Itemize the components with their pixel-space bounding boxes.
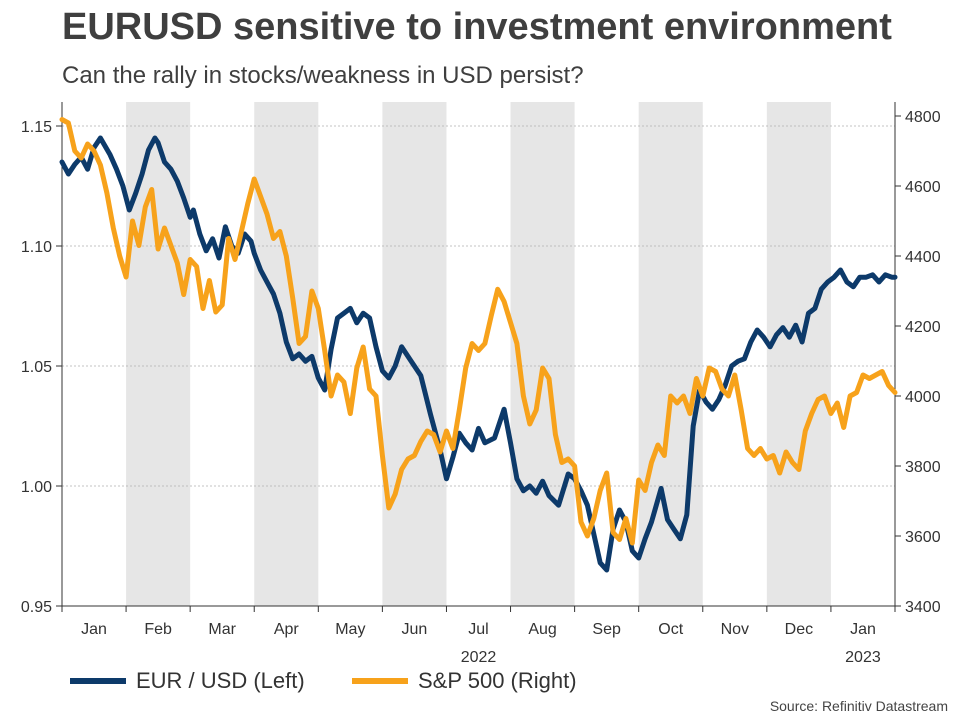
left-tick-label: 1.00 [21, 479, 52, 496]
x-tick-label: Jan [81, 621, 107, 638]
left-tick-label: 1.15 [21, 119, 52, 136]
chart-subtitle: Can the rally in stocks/weakness in USD … [62, 62, 584, 89]
x-tick-label: Nov [721, 621, 749, 638]
source-note: Source: Refinitiv Datastream [769, 698, 948, 714]
month-band-5 [382, 102, 447, 606]
x-tick-label: Oct [658, 621, 683, 638]
chart-title: EURUSD sensitive to investment environme… [62, 6, 892, 48]
x-tick-label: Dec [785, 621, 813, 638]
legend-swatch-sp500 [352, 678, 408, 684]
right-tick-label: 4800 [905, 109, 941, 126]
left-axis-ticks: 0.95 1.00 1.05 1.10 1.15 [21, 119, 62, 616]
right-tick-label: 3800 [905, 459, 941, 476]
x-tick-label: Apr [274, 621, 300, 638]
series-lines [59, 117, 898, 573]
month-band-1 [126, 102, 191, 606]
legend-label-sp500: S&P 500 (Right) [418, 668, 577, 693]
shaded-month-bands [126, 102, 831, 606]
x-tick-label: Jun [402, 621, 428, 638]
right-axis-ticks: 3400 3600 3800 4000 4200 4400 4600 4800 [895, 109, 941, 616]
eurusd-line [59, 135, 898, 573]
right-tick-label: 4000 [905, 389, 941, 406]
x-tick-label: Jan [850, 621, 876, 638]
x-axis-ticks: Jan Feb Mar Apr May Jun Jul Aug Sep Oct Nov Dec Jan 2… [61, 606, 896, 666]
month-band-3 [254, 102, 319, 606]
legend-swatch-eurusd [70, 678, 126, 684]
right-tick-label: 4200 [905, 319, 941, 336]
legend-item-eurusd: EUR / USD (Left) [70, 668, 305, 694]
year-label: 2022 [461, 649, 497, 666]
legend-item-sp500: S&P 500 (Right) [352, 668, 577, 694]
right-tick-label: 4400 [905, 249, 941, 266]
right-tick-label: 3600 [905, 529, 941, 546]
month-band-11 [766, 102, 831, 606]
x-tick-label: Sep [592, 621, 621, 638]
x-tick-label: Aug [528, 621, 556, 638]
left-tick-label: 1.05 [21, 359, 52, 376]
sp500-line [59, 117, 898, 546]
x-tick-label: Mar [208, 621, 236, 638]
left-tick-label: 0.95 [21, 599, 52, 616]
x-tick-label: Feb [144, 621, 172, 638]
month-band-7 [510, 102, 575, 606]
legend-label-eurusd: EUR / USD (Left) [136, 668, 305, 693]
right-tick-label: 4600 [905, 179, 941, 196]
x-tick-label: Jul [468, 621, 488, 638]
right-tick-label: 3400 [905, 599, 941, 616]
x-tick-label: May [335, 621, 365, 638]
left-tick-label: 1.10 [21, 239, 52, 256]
year-label: 2023 [845, 649, 881, 666]
